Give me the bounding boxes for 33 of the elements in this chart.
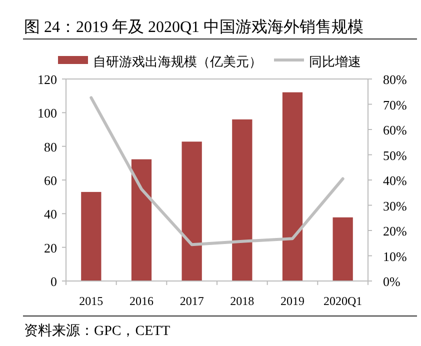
bar xyxy=(182,142,202,281)
y-tick-label: 80 xyxy=(44,139,57,154)
y-tick-label: 0 xyxy=(50,274,57,289)
y2-tick-label: 40% xyxy=(383,173,407,188)
text: 资料来源：GPC，CETT xyxy=(24,323,171,339)
y2-tick-label: 20% xyxy=(383,224,407,238)
bar xyxy=(332,217,353,281)
x-tick-label: 2019 xyxy=(280,294,304,308)
line-series xyxy=(90,96,344,246)
x-tick-label: 2018 xyxy=(230,294,254,308)
y2-tick-label: 70% xyxy=(383,97,407,112)
y-tick-label: 40 xyxy=(44,206,57,222)
x-tick-label: 2020Q1 xyxy=(323,294,362,308)
x-tick-label: 2016 xyxy=(130,294,154,308)
y2-tick-label: 0% xyxy=(383,274,400,289)
y2-tick-label: 30% xyxy=(383,198,407,214)
bar xyxy=(282,92,303,281)
y2-tick-label: 60% xyxy=(383,122,407,138)
legend-label: 自研游戏出海规模（亿美元） xyxy=(93,54,262,69)
y2-tick-label: 80% xyxy=(383,72,407,87)
y2-tick-label: 10% xyxy=(383,248,407,264)
bar xyxy=(232,119,252,281)
x-tick-label: 2015 xyxy=(79,294,104,308)
y-tick-label: 100 xyxy=(38,106,57,121)
bar xyxy=(81,192,102,281)
chart-title: 图 24：2019 年及 2020Q1 中国游戏海外销售规模 xyxy=(24,18,364,36)
y-tick-label: 20 xyxy=(44,240,57,256)
y-tick-label: 120 xyxy=(38,72,57,87)
y-tick-label: 60 xyxy=(44,173,57,188)
bar xyxy=(131,159,152,281)
x-tick-label: 2017 xyxy=(180,294,204,308)
y2-tick-label: 50% xyxy=(383,148,407,163)
legend-label: 同比增速 xyxy=(309,54,361,69)
